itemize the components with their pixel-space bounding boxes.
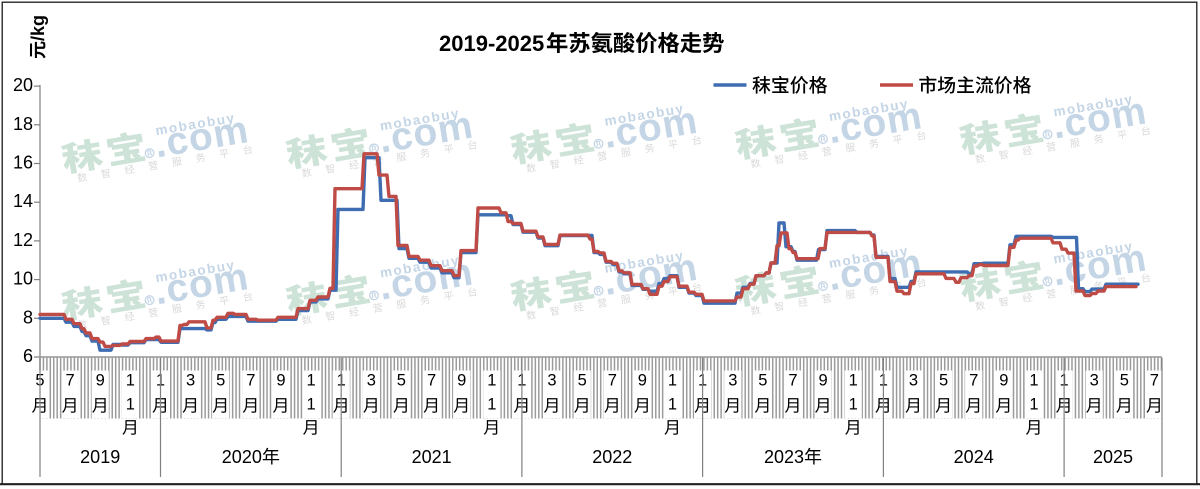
svg-text:9: 9 xyxy=(457,372,466,390)
svg-text:14: 14 xyxy=(13,191,33,211)
svg-text:2019-2025: 2019-2025 xyxy=(439,31,544,56)
svg-text:9: 9 xyxy=(999,372,1008,390)
svg-text:2023: 2023 xyxy=(764,447,804,467)
svg-text:5: 5 xyxy=(216,372,225,390)
svg-text:7: 7 xyxy=(608,372,617,390)
svg-text:7: 7 xyxy=(1150,372,1159,390)
svg-text:1: 1 xyxy=(849,396,858,414)
svg-text:1: 1 xyxy=(307,372,316,390)
svg-text:1: 1 xyxy=(126,372,135,390)
svg-text:5: 5 xyxy=(939,372,948,390)
svg-text:8: 8 xyxy=(23,307,33,327)
svg-text:1: 1 xyxy=(1029,396,1038,414)
svg-text:1: 1 xyxy=(307,396,316,414)
svg-text:10: 10 xyxy=(13,269,33,289)
svg-text:16: 16 xyxy=(13,153,33,173)
svg-text:1: 1 xyxy=(487,396,496,414)
svg-text:7: 7 xyxy=(788,372,797,390)
svg-text:5: 5 xyxy=(397,372,406,390)
svg-text:2021: 2021 xyxy=(412,447,452,467)
svg-text:3: 3 xyxy=(1090,372,1099,390)
svg-text:3: 3 xyxy=(728,372,737,390)
svg-text:7: 7 xyxy=(246,372,255,390)
svg-text:9: 9 xyxy=(96,372,105,390)
svg-text:5: 5 xyxy=(758,372,767,390)
svg-text:3: 3 xyxy=(186,372,195,390)
svg-text:12: 12 xyxy=(13,230,33,250)
svg-text:9: 9 xyxy=(276,372,285,390)
svg-text:2025: 2025 xyxy=(1093,447,1133,467)
svg-text:3: 3 xyxy=(547,372,556,390)
svg-text:9: 9 xyxy=(638,372,647,390)
svg-text:1: 1 xyxy=(849,372,858,390)
svg-text:7: 7 xyxy=(427,372,436,390)
svg-text:1: 1 xyxy=(487,372,496,390)
svg-text:5: 5 xyxy=(1120,372,1129,390)
svg-text:20: 20 xyxy=(13,75,33,95)
svg-text:1: 1 xyxy=(126,396,135,414)
svg-text:1: 1 xyxy=(1029,372,1038,390)
svg-text:3: 3 xyxy=(367,372,376,390)
svg-text:2020: 2020 xyxy=(222,447,262,467)
svg-text:2019: 2019 xyxy=(80,447,120,467)
svg-text:6: 6 xyxy=(23,346,33,366)
svg-text:/kg: /kg xyxy=(28,15,48,41)
svg-text:7: 7 xyxy=(969,372,978,390)
svg-text:2022: 2022 xyxy=(592,447,632,467)
svg-text:9: 9 xyxy=(819,372,828,390)
svg-text:3: 3 xyxy=(909,372,918,390)
svg-text:2024: 2024 xyxy=(954,447,994,467)
svg-text:18: 18 xyxy=(13,114,33,134)
svg-text:1: 1 xyxy=(668,396,677,414)
svg-text:5: 5 xyxy=(578,372,587,390)
svg-text:1: 1 xyxy=(668,372,677,390)
svg-text:7: 7 xyxy=(66,372,75,390)
